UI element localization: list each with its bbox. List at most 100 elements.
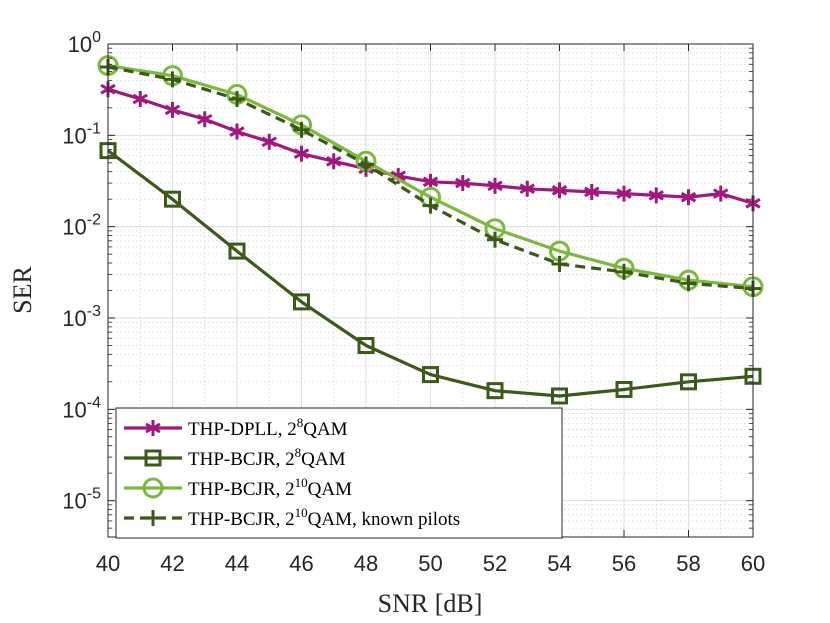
- data-point-shape: [197, 113, 213, 125]
- data-point: [358, 156, 374, 173]
- y-tick-label: 100: [68, 29, 101, 57]
- y-tick-label: 10-1: [62, 120, 101, 148]
- data-point: [357, 336, 375, 354]
- data-point-shape: [293, 293, 310, 311]
- x-tick-label: 58: [676, 551, 700, 576]
- x-tick-label: 46: [289, 551, 313, 576]
- x-tick-label: 52: [483, 551, 507, 576]
- legend-marker: [145, 510, 161, 526]
- data-point: [551, 256, 568, 273]
- data-point-shape: [293, 148, 310, 159]
- x-tick-label: 48: [354, 551, 378, 576]
- data-point-shape: [357, 336, 375, 354]
- y-tick-label: 10-5: [62, 486, 101, 514]
- data-point-shape: [713, 188, 729, 199]
- data-point-shape: [487, 180, 503, 192]
- data-point: [487, 231, 503, 248]
- data-point: [455, 175, 471, 192]
- legend: THP-DPLL, 28QAM THP-BCJR, 28QAM THP-BCJR, …: [115, 407, 563, 539]
- legend-label: THP-DPLL, 28QAM: [188, 415, 348, 440]
- legend-item: THP-DPLL, 28QAM: [124, 415, 348, 440]
- data-point: [422, 197, 439, 214]
- data-point-shape: [519, 183, 535, 195]
- legend-item: THP-BCJR, 28QAM: [124, 445, 346, 470]
- legend-marker: [145, 420, 161, 436]
- data-point: [164, 190, 181, 208]
- legend-marker: [142, 477, 164, 499]
- data-point: [486, 382, 504, 400]
- data-point: [648, 187, 664, 204]
- legend-marker-shape: [142, 477, 164, 499]
- data-point: [680, 373, 697, 391]
- x-tick-label: 40: [96, 551, 120, 576]
- series-line: [107, 149, 754, 398]
- series-layer: [97, 55, 764, 405]
- data-point: [132, 90, 148, 107]
- x-axis-title: SNR [dB]: [378, 589, 483, 618]
- data-point-shape: [551, 387, 568, 405]
- data-point-shape: [164, 190, 181, 208]
- data-point-shape: [229, 126, 245, 137]
- x-tick-label: 42: [160, 551, 184, 576]
- data-point: [551, 387, 568, 405]
- data-point: [680, 275, 697, 292]
- legend-label: THP-BCJR, 210QAM, known pilots: [188, 505, 460, 530]
- data-point: [615, 380, 633, 398]
- data-point-shape: [455, 177, 471, 189]
- data-point: [390, 167, 406, 184]
- legend-label: THP-BCJR, 210QAM: [188, 475, 352, 500]
- data-point-shape: [228, 242, 246, 260]
- x-tick-label: 50: [418, 551, 442, 576]
- data-point-shape: [164, 104, 181, 116]
- legend-item: THP-BCJR, 210QAM: [124, 475, 352, 500]
- data-point: [164, 71, 181, 88]
- data-point-shape: [261, 136, 277, 148]
- data-point: [197, 111, 213, 128]
- y-tick-label: 10-3: [62, 303, 101, 331]
- data-point-shape: [422, 176, 439, 188]
- data-point: [228, 242, 246, 260]
- data-point: [584, 183, 600, 200]
- data-point: [616, 185, 632, 202]
- data-point: [616, 263, 632, 280]
- data-point: [680, 189, 697, 206]
- data-point: [293, 121, 310, 138]
- data-point: [487, 177, 503, 194]
- data-point-shape: [680, 373, 697, 391]
- data-point: [713, 185, 729, 202]
- data-point: [519, 180, 535, 197]
- data-point-shape: [616, 188, 632, 199]
- y-tick-label: 10-2: [62, 212, 101, 240]
- legend-marker-shape: [145, 422, 161, 434]
- data-point-shape: [326, 155, 342, 167]
- data-point-shape: [584, 186, 600, 198]
- y-axis-title: SER: [8, 266, 37, 314]
- data-point: [551, 182, 568, 199]
- data-point-shape: [390, 170, 406, 182]
- x-tick-label: 44: [225, 551, 249, 576]
- legend-item: THP-BCJR, 210QAM, known pilots: [124, 505, 460, 530]
- data-point: [261, 133, 277, 150]
- data-point-shape: [132, 93, 148, 105]
- legend-box: [115, 407, 563, 539]
- data-point: [229, 90, 245, 107]
- y-tick-label: 10-4: [62, 394, 101, 422]
- x-tick-label: 56: [612, 551, 636, 576]
- data-point: [164, 101, 181, 118]
- data-point: [326, 153, 342, 170]
- tick-labels: 100 10-1 10-2 10-3 10-4 10-5 40 42 44 46 48 50 52 54 5…: [62, 29, 765, 576]
- data-point: [293, 145, 310, 162]
- series-line: [107, 64, 754, 289]
- data-point: [422, 366, 439, 384]
- legend-label: THP-BCJR, 28QAM: [188, 445, 346, 470]
- legend-marker-shape: [144, 449, 162, 467]
- x-tick-label: 54: [547, 551, 571, 576]
- data-point-shape: [648, 190, 664, 201]
- data-point: [293, 293, 310, 311]
- data-point-shape: [486, 382, 504, 400]
- legend-marker: [144, 449, 162, 467]
- data-point-shape: [422, 366, 439, 384]
- series-1: [99, 142, 762, 405]
- data-point-shape: [680, 191, 697, 203]
